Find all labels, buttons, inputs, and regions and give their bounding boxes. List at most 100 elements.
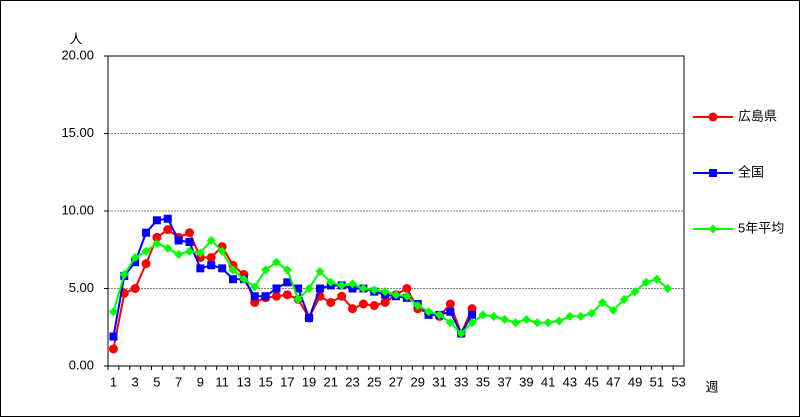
marker bbox=[652, 274, 662, 284]
marker bbox=[358, 299, 368, 309]
marker bbox=[456, 328, 466, 338]
marker bbox=[282, 290, 292, 300]
marker bbox=[446, 307, 455, 316]
marker bbox=[380, 287, 390, 297]
marker bbox=[369, 301, 379, 311]
x-tick-label: 7 bbox=[175, 374, 182, 389]
x-tick-label: 33 bbox=[454, 374, 468, 389]
x-tick-label: 43 bbox=[563, 374, 577, 389]
marker bbox=[576, 311, 586, 321]
marker bbox=[272, 284, 281, 293]
y-tick-label: 5.00 bbox=[69, 280, 94, 295]
marker bbox=[434, 310, 444, 320]
marker bbox=[163, 214, 172, 223]
marker bbox=[130, 253, 140, 262]
y-tick-label: 0.00 bbox=[69, 357, 94, 372]
marker bbox=[261, 265, 271, 275]
x-tick-label: 23 bbox=[345, 374, 359, 389]
x-tick-label: 3 bbox=[132, 374, 139, 389]
marker bbox=[608, 305, 618, 315]
series-line bbox=[112, 238, 669, 335]
marker bbox=[282, 265, 292, 275]
x-tick-label: 53 bbox=[671, 374, 685, 389]
x-tick-label: 49 bbox=[628, 374, 642, 389]
marker bbox=[663, 284, 673, 293]
x-tick-label: 21 bbox=[324, 374, 338, 389]
marker bbox=[152, 216, 161, 225]
marker bbox=[348, 304, 358, 314]
marker bbox=[206, 253, 216, 262]
x-tick-label: 39 bbox=[519, 374, 533, 389]
marker bbox=[402, 291, 412, 301]
marker bbox=[108, 307, 118, 317]
legend-label: 広島県 bbox=[738, 108, 777, 123]
marker bbox=[597, 297, 607, 307]
x-tick-label: 25 bbox=[367, 374, 381, 389]
marker bbox=[250, 292, 259, 301]
marker bbox=[543, 318, 553, 328]
marker bbox=[337, 280, 347, 290]
marker bbox=[217, 246, 227, 256]
marker bbox=[185, 246, 195, 256]
marker bbox=[489, 311, 499, 321]
legend-marker bbox=[708, 224, 718, 234]
legend-label: 5年平均 bbox=[738, 220, 784, 235]
marker bbox=[467, 318, 477, 328]
marker bbox=[250, 282, 260, 292]
marker bbox=[283, 278, 292, 287]
marker bbox=[207, 261, 216, 270]
marker bbox=[326, 297, 336, 307]
x-axis-label: 週 bbox=[705, 379, 718, 394]
marker bbox=[185, 228, 195, 238]
marker bbox=[402, 284, 412, 293]
marker bbox=[195, 253, 205, 262]
marker bbox=[152, 232, 162, 242]
marker bbox=[294, 284, 303, 293]
marker bbox=[445, 299, 455, 309]
marker bbox=[174, 236, 183, 245]
marker bbox=[304, 284, 314, 293]
marker bbox=[587, 308, 597, 318]
marker bbox=[358, 284, 368, 293]
marker bbox=[261, 292, 270, 301]
marker bbox=[348, 284, 357, 293]
marker bbox=[326, 277, 336, 287]
marker bbox=[337, 291, 347, 301]
x-tick-label: 29 bbox=[411, 374, 425, 389]
marker bbox=[152, 239, 162, 249]
x-tick-label: 17 bbox=[280, 374, 294, 389]
marker bbox=[369, 285, 379, 295]
marker bbox=[532, 318, 542, 328]
marker bbox=[131, 258, 140, 267]
legend-marker bbox=[709, 169, 717, 177]
y-tick-label: 20.00 bbox=[61, 47, 94, 62]
marker bbox=[380, 297, 390, 307]
y-axis-label: 人 bbox=[69, 31, 82, 46]
plot-frame bbox=[107, 55, 685, 367]
x-tick-label: 41 bbox=[541, 374, 555, 389]
marker bbox=[348, 279, 358, 289]
marker bbox=[185, 238, 194, 246]
marker bbox=[174, 249, 184, 259]
marker bbox=[641, 277, 651, 287]
x-tick-label: 1 bbox=[110, 374, 117, 389]
marker bbox=[619, 294, 629, 304]
marker bbox=[163, 225, 173, 235]
x-tick-label: 31 bbox=[432, 374, 446, 389]
x-tick-label: 37 bbox=[497, 374, 511, 389]
y-tick-label: 15.00 bbox=[61, 125, 94, 140]
marker bbox=[511, 318, 521, 328]
y-tick-label: 10.00 bbox=[61, 202, 94, 217]
marker bbox=[554, 316, 564, 326]
x-tick-label: 35 bbox=[476, 374, 490, 389]
marker bbox=[163, 243, 173, 253]
marker bbox=[130, 284, 140, 293]
marker bbox=[228, 275, 237, 284]
marker bbox=[195, 248, 205, 258]
legend-label: 全国 bbox=[738, 164, 764, 179]
marker bbox=[206, 235, 216, 245]
marker bbox=[119, 270, 129, 280]
marker bbox=[468, 310, 477, 319]
